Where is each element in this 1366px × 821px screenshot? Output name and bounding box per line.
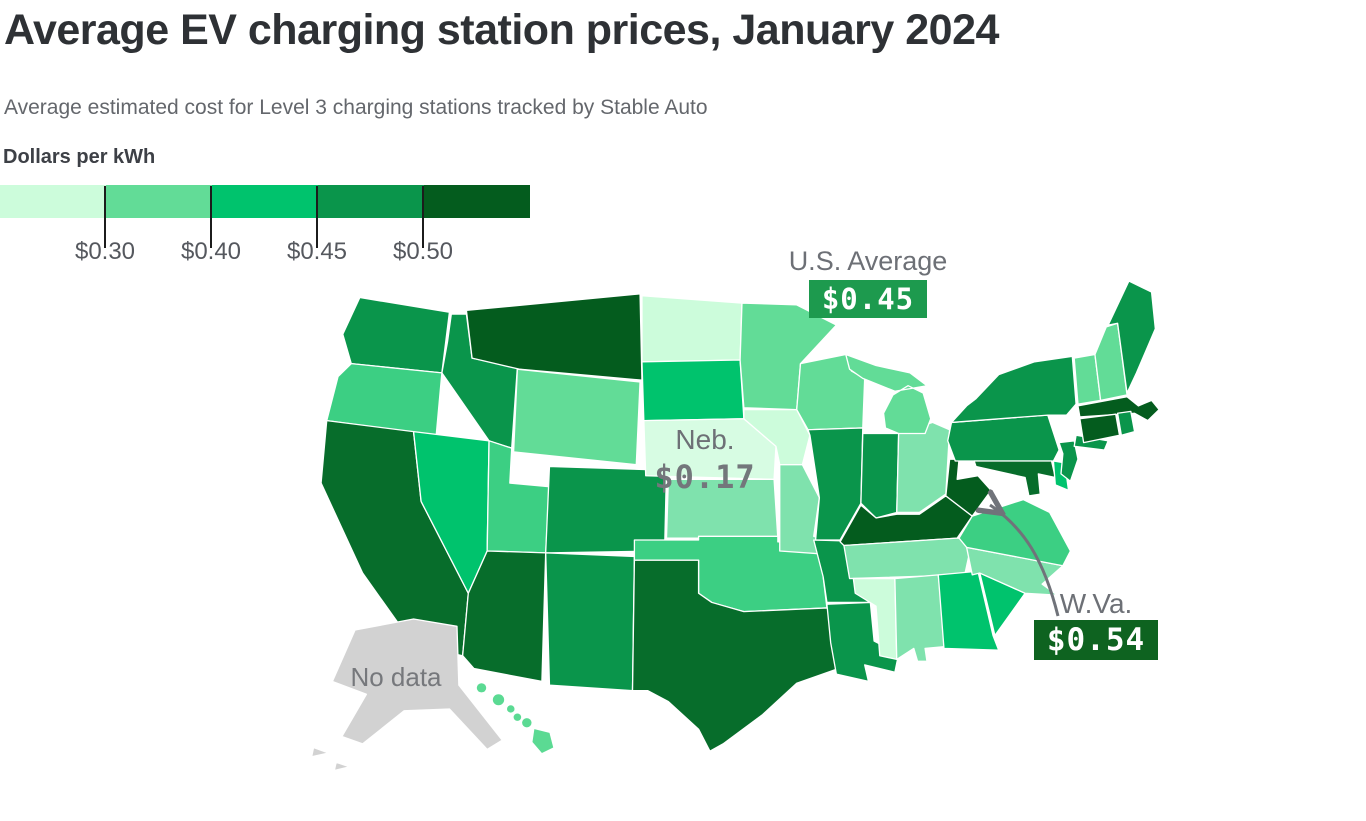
state-south-dakota[interactable]: [641, 359, 745, 422]
state-michigan[interactable]: [845, 353, 932, 435]
state-montana[interactable]: [465, 293, 643, 381]
state-rhode-island[interactable]: [1116, 410, 1136, 436]
state-wyoming[interactable]: [512, 368, 641, 466]
us-average-label: U.S. Average: [788, 246, 948, 276]
us-choropleth-map: [310, 280, 1160, 772]
legend-tick-label-045: $0.45: [286, 238, 348, 265]
state-alabama[interactable]: [894, 574, 947, 662]
state-nebraska[interactable]: [643, 418, 777, 481]
state-tennessee[interactable]: [843, 537, 973, 580]
legend-tick-1: [104, 186, 106, 248]
legend-band-3: [212, 185, 318, 218]
state-new-mexico[interactable]: [545, 552, 636, 692]
legend-band-5: [424, 185, 530, 218]
state-maine[interactable]: [1107, 280, 1157, 394]
legend-band-4: [318, 185, 424, 218]
legend-tick-4: [422, 186, 424, 248]
legend-tick-label-030: $0.30: [74, 238, 136, 265]
legend-tick-2: [210, 186, 212, 248]
wva-value-badge: $0.54: [996, 620, 1196, 660]
legend-tick-label-050: $0.50: [392, 238, 454, 265]
wva-value: $0.54: [1033, 620, 1159, 660]
page-title: Average EV charging station prices, Janu…: [4, 6, 999, 54]
state-north-dakota[interactable]: [641, 295, 743, 363]
state-massachusetts[interactable]: [1077, 396, 1160, 422]
page-subtitle: Average estimated cost for Level 3 charg…: [4, 96, 708, 119]
state-texas[interactable]: [631, 559, 839, 752]
legend-title: Dollars per kWh: [3, 146, 156, 168]
no-data-label: No data: [350, 662, 442, 692]
state-louisiana[interactable]: [826, 601, 900, 683]
us-average-value-badge: $0.45: [758, 280, 978, 318]
state-indiana[interactable]: [860, 432, 900, 519]
state-connecticut[interactable]: [1079, 413, 1121, 444]
state-hawaii[interactable]: [476, 683, 554, 754]
legend-tick-3: [316, 186, 318, 248]
nebraska-label: Neb.: [675, 424, 735, 455]
nebraska-value: $0.17: [654, 458, 756, 496]
legend-band-1: [0, 185, 106, 218]
legend-tick-label-040: $0.40: [180, 238, 242, 265]
state-utah[interactable]: [486, 440, 551, 554]
us-average-value: $0.45: [808, 280, 928, 318]
state-maryland[interactable]: [973, 460, 1056, 497]
legend-color-scale: [0, 185, 530, 218]
state-new-jersey[interactable]: [1058, 440, 1079, 482]
state-washington[interactable]: [342, 296, 451, 374]
wva-label: W.Va.: [1059, 588, 1133, 619]
legend-band-2: [106, 185, 212, 218]
